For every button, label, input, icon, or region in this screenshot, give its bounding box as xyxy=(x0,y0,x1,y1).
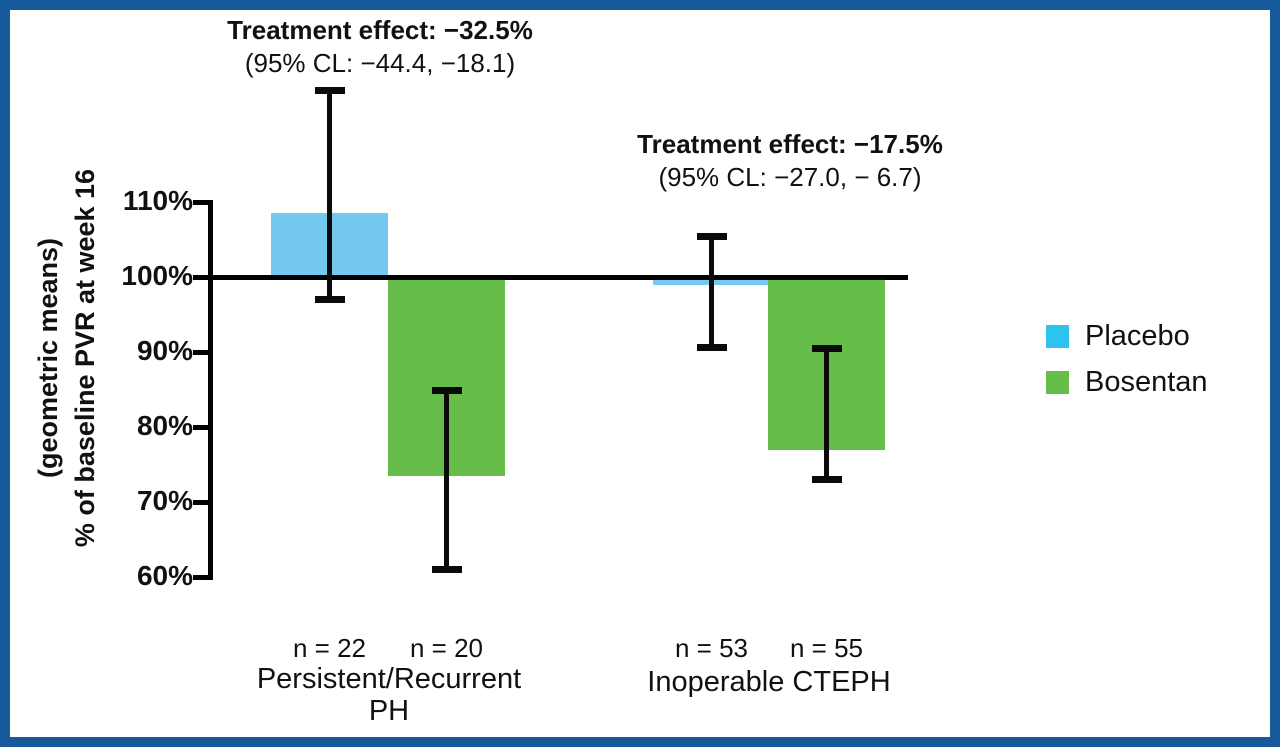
y-axis-tick xyxy=(193,275,213,280)
error-bar-cap-bottom xyxy=(696,344,727,352)
error-bar-cap-bottom xyxy=(431,565,462,573)
n-label: n = 55 xyxy=(789,633,864,663)
error-bar-cap-top xyxy=(431,386,462,394)
error-bar-cap-bottom xyxy=(811,475,842,483)
y-axis-tick xyxy=(193,350,213,355)
error-bar-cap-bottom xyxy=(314,295,345,303)
annotation-2-effect: Treatment effect: −17.5% xyxy=(637,129,943,159)
y-tick-label: 80% xyxy=(136,410,193,441)
y-tick-label: 90% xyxy=(136,335,193,366)
n-label: n = 53 xyxy=(674,633,749,663)
placebo-color-swatch xyxy=(1046,324,1069,348)
legend-label-bosentan: Bosentan xyxy=(1085,365,1208,398)
error-bar-cap-top xyxy=(314,86,345,94)
annotation-treatment-effect-2: Treatment effect: −17.5% (95% CL: −27.0,… xyxy=(637,128,943,194)
legend: Placebo Bosentan xyxy=(1046,319,1208,413)
error-bar-line xyxy=(824,348,829,480)
legend-item-bosentan: Bosentan xyxy=(1046,365,1208,398)
error-bar-line xyxy=(327,89,332,300)
y-axis-tick xyxy=(193,500,213,505)
annotation-1-effect: Treatment effect: −32.5% xyxy=(227,15,533,45)
annotation-1-ci: (95% CL: −44.4, −18.1) xyxy=(244,48,516,78)
category-label-inoperable-cteph: Inoperable CTEPH xyxy=(647,666,891,698)
error-bar-cap-top xyxy=(696,232,727,240)
y-tick-label: 110% xyxy=(122,185,193,216)
n-label: n = 20 xyxy=(409,633,484,663)
y-tick-label: 60% xyxy=(136,560,193,591)
y-axis-tick xyxy=(193,200,213,205)
category-label-persistent-recurrent-ph: Persistent/Recurrent PH xyxy=(256,663,522,727)
y-tick-label: 70% xyxy=(136,485,193,516)
n-label: n = 22 xyxy=(292,633,367,663)
annotation-2-ci: (95% CL: −27.0, − 6.7) xyxy=(658,162,922,192)
error-bar-cap-top xyxy=(811,345,842,353)
y-axis-title-line1: (geometric means) xyxy=(33,237,63,479)
bosentan-color-swatch xyxy=(1046,370,1069,394)
y-axis-tick xyxy=(193,425,213,430)
legend-label-placebo: Placebo xyxy=(1085,319,1190,352)
error-bar-line xyxy=(444,389,449,570)
y-tick-label: 100% xyxy=(121,260,193,291)
error-bar-line xyxy=(709,235,714,349)
legend-item-placebo: Placebo xyxy=(1046,319,1208,352)
annotation-treatment-effect-1: Treatment effect: −32.5% (95% CL: −44.4,… xyxy=(227,14,533,80)
y-axis-tick xyxy=(193,575,213,580)
y-axis-line xyxy=(208,200,213,580)
baseline-100 xyxy=(208,275,908,280)
